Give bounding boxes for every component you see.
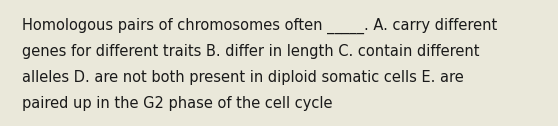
Text: Homologous pairs of chromosomes often _____. A. carry different: Homologous pairs of chromosomes often __…	[22, 18, 497, 34]
Text: genes for different traits B. differ in length C. contain different: genes for different traits B. differ in …	[22, 44, 479, 59]
Text: alleles D. are not both present in diploid somatic cells E. are: alleles D. are not both present in diplo…	[22, 70, 464, 85]
Text: paired up in the G2 phase of the cell cycle: paired up in the G2 phase of the cell cy…	[22, 96, 333, 111]
